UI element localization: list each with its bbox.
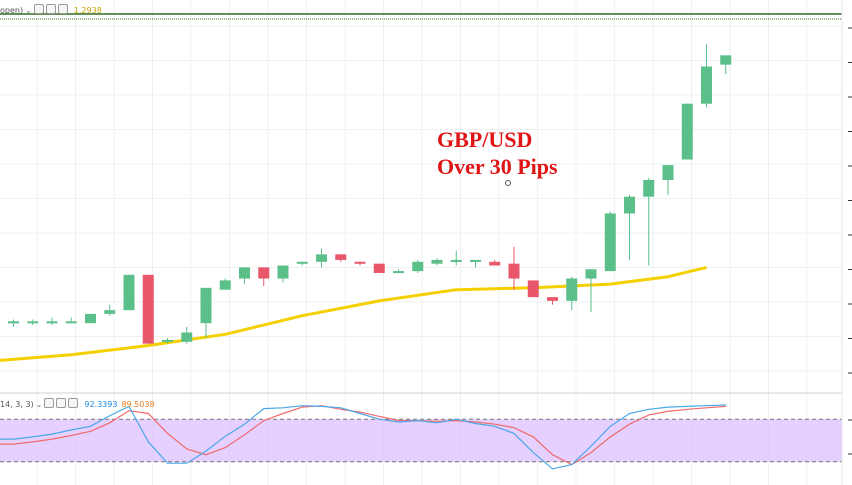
- right-price-axis[interactable]: [842, 0, 852, 485]
- candle-bullish: [277, 265, 289, 279]
- candle-bearish: [258, 267, 270, 279]
- chevron-down-icon[interactable]: ⌄: [25, 6, 32, 15]
- chart-annotation[interactable]: GBP/USD Over 30 Pips: [437, 126, 558, 180]
- candle-bearish: [508, 263, 520, 279]
- stochastic-d-value: 89.5038: [121, 400, 155, 409]
- crosshair-dot: [505, 180, 511, 186]
- candle-bearish: [354, 261, 366, 264]
- candlestick-series: [8, 44, 732, 344]
- candle-bullish: [643, 179, 655, 197]
- visibility-icon[interactable]: [56, 398, 67, 408]
- candle-bullish: [200, 287, 212, 324]
- candle-bullish: [239, 267, 250, 279]
- price-axis-ticks: [841, 0, 852, 485]
- candle-bullish: [162, 339, 173, 342]
- candle-bearish: [489, 261, 501, 266]
- main-legend-label: open): [0, 6, 24, 15]
- candle-bullish: [104, 310, 116, 314]
- stochastic-band: [0, 419, 842, 462]
- main-legend: open) ⌄ 1.2938: [0, 4, 102, 15]
- chevron-down-icon[interactable]: ⌄: [35, 400, 43, 409]
- candle-bearish: [527, 280, 539, 298]
- candle-bearish: [142, 274, 154, 344]
- candle-bullish: [46, 321, 58, 324]
- candle-bullish: [296, 261, 308, 264]
- close-icon[interactable]: [57, 4, 68, 14]
- stochastic-k-value: 92.3393: [84, 400, 118, 409]
- stochastic-legend: 14, 3, 3) ⌄ 92.3393 89.5038: [0, 398, 155, 409]
- candle-bullish: [624, 196, 635, 214]
- annotation-line-1: GBP/USD: [437, 127, 533, 152]
- candle-bullish: [219, 280, 231, 290]
- moving-average-line: [0, 265, 707, 362]
- candle-bullish: [316, 254, 327, 262]
- candle-bullish: [681, 103, 693, 160]
- candle-bearish: [547, 297, 558, 301]
- candle-bullish: [470, 259, 481, 262]
- candle-bullish: [85, 313, 96, 324]
- candle-bullish: [412, 261, 424, 272]
- annotation-line-2: Over 30 Pips: [437, 154, 558, 179]
- visibility-icon[interactable]: [45, 4, 56, 14]
- candle-bullish: [585, 269, 597, 279]
- close-icon[interactable]: [68, 398, 79, 408]
- candle-bullish: [65, 321, 77, 324]
- stochastic-d-line: [0, 405, 726, 466]
- candle-bullish: [123, 274, 135, 311]
- candle-bullish: [431, 259, 443, 264]
- candle-bullish: [662, 165, 674, 180]
- settings-icon[interactable]: [33, 4, 44, 14]
- candle-bullish: [450, 259, 462, 262]
- candle-bullish: [701, 66, 712, 104]
- candle-bullish: [604, 213, 616, 272]
- candle-bearish: [335, 254, 347, 260]
- price-readout: 1.2938: [73, 6, 102, 15]
- stochastic-legend-label: 14, 3, 3): [0, 400, 34, 409]
- candle-bullish: [181, 332, 193, 342]
- settings-icon[interactable]: [44, 398, 55, 408]
- stochastic-k-line: [0, 404, 726, 470]
- candle-bullish: [720, 55, 732, 65]
- candle-bullish: [8, 321, 19, 324]
- candle-bullish: [566, 278, 578, 301]
- candle-bullish: [393, 271, 404, 274]
- candle-bearish: [373, 263, 385, 273]
- candle-bullish: [27, 321, 39, 324]
